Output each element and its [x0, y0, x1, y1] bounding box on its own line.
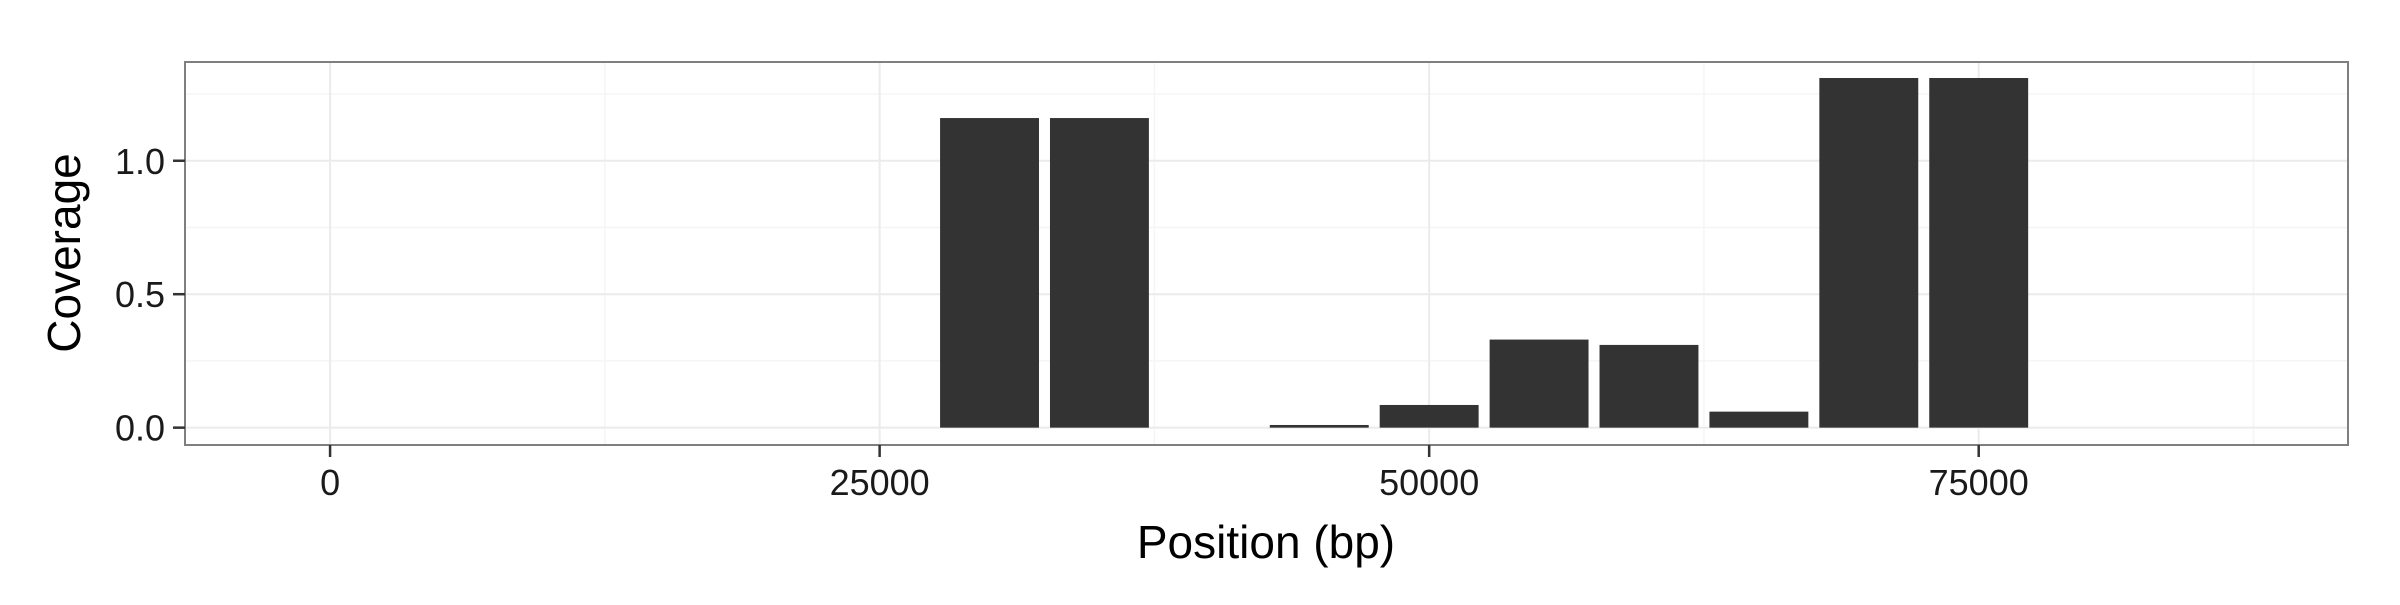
x-axis-title: Position (bp) — [1137, 516, 1395, 568]
bar — [1599, 344, 1699, 428]
x-tick-label: 50000 — [1379, 462, 1479, 503]
bar — [1819, 78, 1919, 428]
bar — [1379, 404, 1479, 428]
bar — [1929, 78, 2029, 428]
x-tick-label: 25000 — [830, 462, 930, 503]
x-tick-label: 75000 — [1929, 462, 2029, 503]
bar — [1049, 118, 1149, 428]
y-tick-label: 0.0 — [115, 408, 165, 449]
bar — [1269, 424, 1369, 428]
y-tick-label: 1.0 — [115, 141, 165, 182]
bar — [1709, 411, 1809, 428]
bars — [940, 78, 2029, 428]
y-axis-title: Coverage — [38, 153, 90, 352]
bar — [1489, 339, 1589, 428]
bar — [940, 118, 1039, 428]
y-tick-label: 0.5 — [115, 274, 165, 315]
x-axis: 0 25000 50000 75000 — [320, 445, 2029, 503]
panel-border — [184, 61, 2349, 446]
y-axis: 0.0 0.5 1.0 — [115, 141, 185, 449]
x-tick-label: 0 — [320, 462, 340, 503]
